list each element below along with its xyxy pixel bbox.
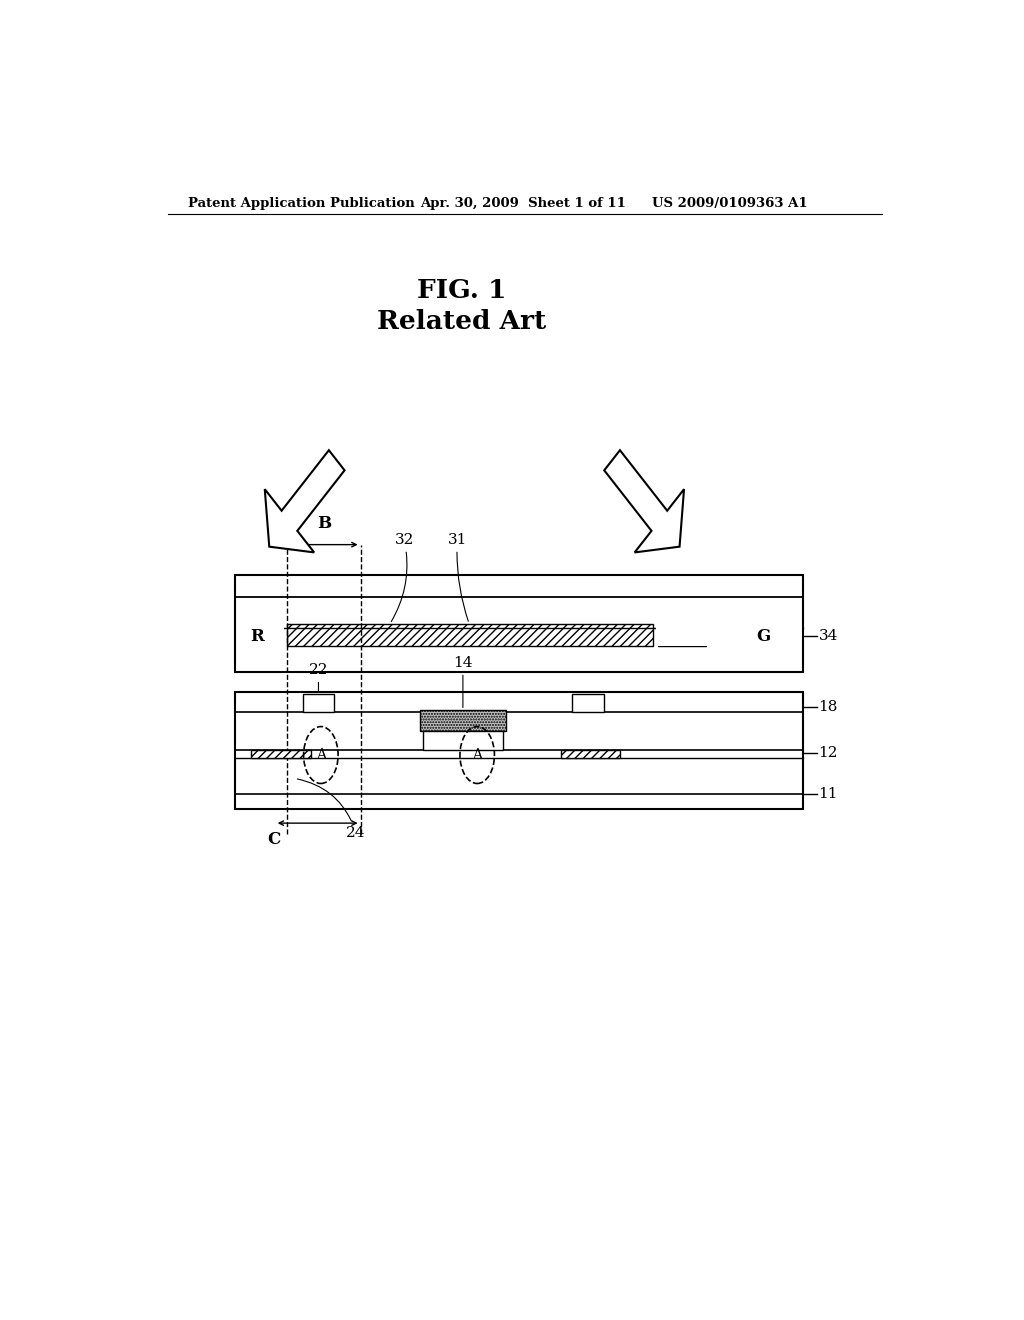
Bar <box>560 750 621 758</box>
Text: FIG. 1: FIG. 1 <box>417 279 506 304</box>
Text: 14: 14 <box>454 656 473 708</box>
Text: 32: 32 <box>391 533 414 622</box>
Text: C: C <box>267 832 281 849</box>
Bar <box>236 576 803 672</box>
Bar <box>236 622 285 647</box>
Polygon shape <box>265 450 344 552</box>
Bar <box>655 622 803 647</box>
Text: 31: 31 <box>447 533 468 622</box>
Text: A: A <box>315 748 326 762</box>
Text: 12: 12 <box>818 746 838 760</box>
Bar <box>420 710 506 731</box>
Bar <box>658 624 706 647</box>
Bar <box>572 694 604 713</box>
Text: R: R <box>251 627 264 644</box>
Text: 18: 18 <box>818 700 838 714</box>
Text: 11: 11 <box>818 787 838 801</box>
Bar <box>423 731 503 750</box>
Bar <box>236 692 803 809</box>
Text: Apr. 30, 2009  Sheet 1 of 11: Apr. 30, 2009 Sheet 1 of 11 <box>420 197 626 210</box>
Text: 24: 24 <box>297 779 366 840</box>
Bar <box>706 624 803 647</box>
Text: 34: 34 <box>818 630 838 643</box>
Polygon shape <box>604 450 684 552</box>
Text: A: A <box>472 748 482 762</box>
Bar <box>251 750 310 758</box>
Bar <box>236 692 803 809</box>
Bar <box>236 576 803 672</box>
Text: B: B <box>317 515 331 532</box>
Text: US 2009/0109363 A1: US 2009/0109363 A1 <box>652 197 807 210</box>
Text: Patent Application Publication: Patent Application Publication <box>187 197 415 210</box>
Text: Related Art: Related Art <box>377 309 546 334</box>
Text: 22: 22 <box>308 663 329 692</box>
Bar <box>287 624 653 647</box>
Bar <box>303 694 334 713</box>
Text: G: G <box>756 627 770 644</box>
